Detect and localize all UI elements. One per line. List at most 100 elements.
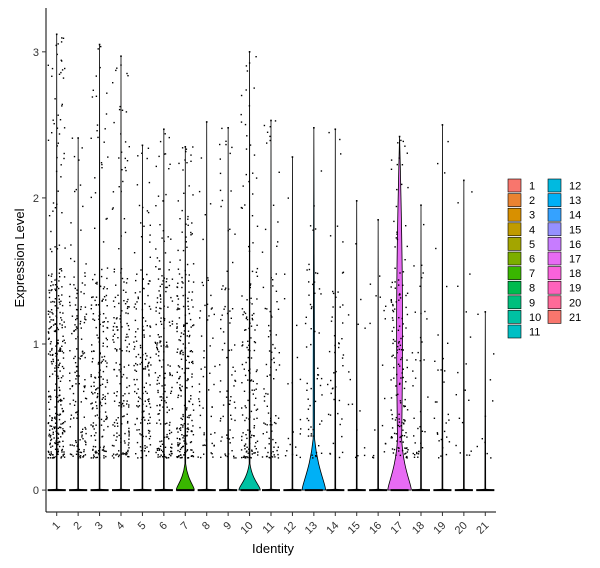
data-point	[121, 350, 123, 352]
data-point	[116, 422, 119, 424]
data-point	[50, 281, 53, 283]
data-point	[136, 301, 138, 303]
data-point	[69, 283, 71, 286]
data-point	[124, 303, 127, 305]
data-point	[119, 371, 122, 373]
data-point	[250, 436, 252, 439]
data-point	[404, 453, 406, 455]
data-point	[484, 311, 487, 313]
data-point	[148, 398, 150, 400]
data-point	[55, 309, 58, 312]
data-point	[188, 280, 190, 282]
data-point	[93, 428, 95, 430]
data-point	[349, 378, 351, 381]
data-point	[186, 435, 188, 437]
data-point	[187, 224, 189, 226]
data-point	[155, 248, 157, 250]
data-point	[337, 291, 339, 293]
data-point	[309, 303, 312, 306]
data-point	[330, 379, 332, 382]
data-point	[148, 413, 150, 415]
data-point	[206, 319, 209, 321]
data-point	[163, 436, 166, 439]
data-point	[332, 290, 334, 293]
data-point	[231, 146, 233, 149]
data-point	[177, 396, 179, 399]
data-point	[56, 286, 58, 288]
data-point	[411, 352, 414, 354]
data-point	[309, 404, 311, 407]
data-point	[85, 263, 87, 265]
data-point	[394, 246, 396, 248]
data-point	[102, 313, 105, 315]
data-point	[399, 454, 402, 457]
data-point	[182, 415, 184, 418]
data-point	[51, 419, 53, 421]
data-point	[182, 333, 185, 335]
data-point	[204, 366, 206, 368]
data-point	[375, 295, 377, 297]
data-point	[252, 193, 254, 195]
data-point	[381, 424, 384, 427]
data-point	[149, 406, 152, 409]
data-point	[112, 207, 114, 209]
data-point	[124, 453, 126, 455]
data-point	[314, 228, 317, 230]
data-point	[399, 400, 402, 402]
data-point	[246, 456, 248, 458]
data-point	[96, 283, 98, 285]
data-point	[159, 295, 162, 297]
data-point	[251, 434, 253, 436]
data-point	[275, 334, 277, 336]
data-point	[47, 338, 50, 340]
data-point	[55, 366, 58, 368]
data-point	[50, 230, 52, 233]
data-point	[140, 450, 142, 452]
data-point	[224, 454, 227, 457]
data-point	[137, 353, 140, 356]
data-point	[476, 445, 478, 448]
data-point	[390, 286, 392, 288]
data-point	[121, 404, 123, 406]
data-point	[414, 442, 416, 444]
data-point	[182, 294, 184, 297]
x-tick-label: 13	[303, 520, 320, 537]
data-point	[77, 457, 80, 459]
data-point	[98, 457, 101, 459]
data-point	[250, 380, 252, 382]
data-point	[306, 269, 308, 271]
data-point	[134, 345, 136, 348]
data-point	[185, 150, 187, 153]
data-point	[397, 279, 400, 281]
data-point	[118, 434, 120, 437]
data-point	[183, 324, 185, 326]
data-point	[69, 403, 71, 405]
data-point	[396, 349, 398, 351]
data-point	[81, 147, 83, 149]
data-point	[208, 389, 210, 391]
data-point	[139, 344, 142, 347]
data-point	[98, 376, 100, 378]
data-point	[113, 392, 115, 394]
data-point	[270, 277, 272, 279]
data-point	[149, 308, 152, 310]
data-point	[209, 372, 211, 374]
data-point	[270, 314, 272, 317]
data-point	[333, 398, 335, 401]
data-point	[55, 426, 57, 428]
data-point	[252, 393, 254, 395]
data-point	[243, 368, 245, 370]
violin-8	[197, 121, 216, 491]
data-point	[179, 448, 182, 450]
data-point	[128, 447, 130, 449]
data-point	[186, 246, 188, 248]
data-point	[56, 452, 58, 454]
data-point	[180, 447, 183, 449]
data-point	[95, 304, 97, 306]
data-point	[118, 450, 120, 452]
data-point	[156, 301, 159, 304]
data-point	[84, 426, 86, 429]
data-point	[248, 369, 250, 372]
data-point	[92, 457, 94, 459]
data-point	[58, 272, 60, 274]
